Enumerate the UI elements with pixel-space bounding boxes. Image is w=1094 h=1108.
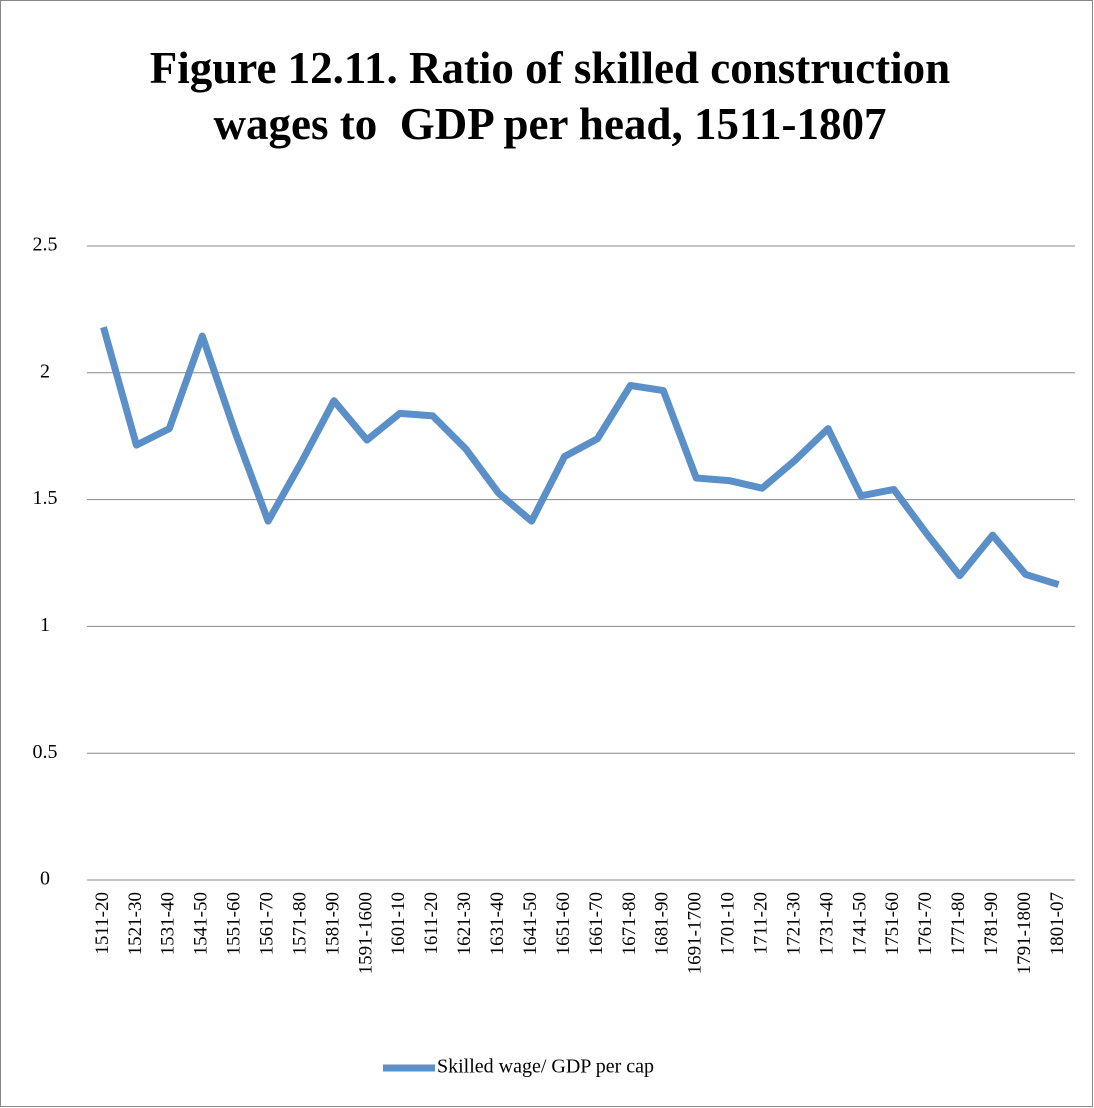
x-tick-label: 1561-70: [256, 892, 277, 955]
x-tick-label: 1531-40: [158, 892, 179, 955]
x-tick-label: 1551-60: [224, 892, 245, 955]
x-tick-label: 1761-70: [915, 892, 936, 955]
y-tick-label: 1.5: [33, 487, 58, 509]
x-tick-label: 1581-90: [322, 892, 343, 955]
x-tick-label: 1601-10: [388, 892, 409, 955]
x-tick-label: 1571-80: [289, 892, 310, 955]
y-tick-label: 0: [40, 868, 50, 890]
chart-title: Figure 12.11. Ratio of skilled construct…: [149, 43, 962, 149]
y-tick-label: 2.5: [33, 234, 58, 256]
x-tick-label: 1681-90: [652, 892, 673, 955]
x-tick-label: 1731-40: [816, 892, 837, 955]
x-tick-label: 1781-90: [981, 892, 1002, 955]
x-tick-label: 1521-30: [125, 892, 146, 955]
x-tick-label: 1651-60: [553, 892, 574, 955]
y-tick-label: 2: [40, 360, 50, 382]
y-tick-label: 0.5: [33, 741, 58, 763]
x-tick-label: 1641-50: [520, 892, 541, 955]
x-tick-label: 1741-50: [849, 892, 870, 955]
x-tick-label: 1791-1800: [1014, 892, 1035, 974]
x-tick-label: 1611-20: [421, 892, 442, 955]
x-tick-label: 1631-40: [487, 892, 508, 955]
x-tick-label: 1771-80: [948, 892, 969, 955]
y-tick-label: 1: [40, 614, 50, 636]
x-tick-label: 1671-80: [619, 892, 640, 955]
x-tick-label: 1721-30: [783, 892, 804, 955]
x-tick-label: 1711-20: [750, 892, 771, 955]
x-tick-label: 1701-10: [718, 892, 739, 955]
data-line: [100, 326, 1060, 588]
x-tick-label: 1591-1600: [355, 892, 376, 974]
x-tick-label: 1691-1700: [685, 892, 706, 974]
x-tick-label: 1751-60: [882, 892, 903, 955]
x-tick-label: 1541-50: [191, 892, 212, 955]
x-tick-label: 1661-70: [586, 892, 607, 955]
x-tick-label: 1801-07: [1047, 892, 1068, 955]
legend-label: Skilled wage/ GDP per cap: [437, 1056, 654, 1078]
x-tick-label: 1511-20: [92, 892, 113, 955]
x-tick-label: 1621-30: [454, 892, 475, 955]
